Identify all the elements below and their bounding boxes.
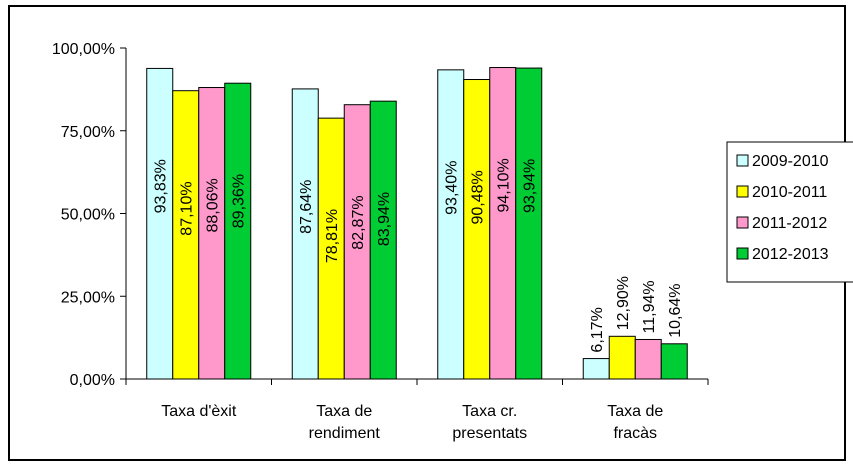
data-label: 88,06%	[205, 178, 222, 232]
x-category-label: rendiment	[309, 425, 381, 442]
legend-entry-label: 2010-2011	[752, 184, 827, 201]
legend-swatch	[736, 185, 749, 198]
data-label: 83,94%	[376, 192, 393, 246]
data-labels-group: 93,83% 87,64% 93,40% 6,17% 87,10% 78,81% 90,48…	[153, 158, 685, 352]
y-tick-label: 25,00%	[61, 289, 115, 306]
data-label: 87,10%	[179, 181, 196, 235]
chart-axes: 0,00% 25,00% 50,00% 75,00% 100,00% Taxa d'èxi…	[52, 41, 709, 442]
bar	[146, 67, 174, 380]
y-tick-label: 0,00%	[70, 372, 115, 389]
bar	[608, 335, 636, 380]
legend-swatch	[736, 216, 749, 229]
x-category-label: Taxa cr.	[462, 403, 517, 420]
y-tick-label: 75,00%	[61, 124, 115, 141]
data-label: 78,81%	[324, 209, 341, 263]
data-label: 93,94%	[522, 159, 539, 213]
data-label: 94,10%	[496, 158, 513, 212]
bar	[660, 343, 688, 380]
y-tick-label: 100,00%	[52, 41, 115, 58]
legend-entry-label: 2009-2010	[752, 153, 829, 170]
legend-swatch	[736, 154, 749, 167]
data-label: 87,64%	[298, 180, 315, 234]
data-label: 90,48%	[470, 170, 487, 224]
legend-entry-label: 2011-2012	[752, 215, 827, 232]
data-label: 12,90%	[615, 276, 632, 330]
bar	[224, 82, 252, 380]
x-category-label: Taxa de	[607, 403, 663, 420]
legend-entry-label: 2012-2013	[752, 246, 829, 263]
bar	[291, 88, 319, 380]
bar	[198, 87, 226, 380]
legend: 2009-2010 2010-2011 2011-2012 2012-2013	[726, 141, 853, 283]
y-tick-label: 50,00%	[61, 207, 115, 224]
data-label: 93,40%	[444, 161, 461, 215]
data-label: 11,94%	[641, 280, 658, 333]
bar	[172, 90, 200, 380]
bar	[634, 338, 662, 380]
data-label: 10,64%	[667, 284, 684, 338]
data-label: 82,87%	[350, 195, 367, 249]
bar	[489, 67, 517, 380]
bar	[437, 69, 465, 380]
bars-group	[146, 67, 688, 380]
data-label: 93,83%	[153, 159, 170, 213]
data-label: 6,17%	[589, 307, 606, 352]
x-category-label: Taxa d'èxit	[161, 403, 237, 420]
x-category-label: fracàs	[613, 425, 657, 442]
bar	[463, 79, 491, 380]
x-category-label: presentats	[452, 425, 527, 442]
bar	[582, 358, 610, 380]
bar	[369, 100, 397, 380]
bar	[515, 67, 543, 380]
x-category-label: Taxa de	[316, 403, 372, 420]
legend-swatch	[736, 247, 749, 260]
data-label: 89,36%	[231, 174, 248, 228]
bar	[343, 104, 371, 380]
